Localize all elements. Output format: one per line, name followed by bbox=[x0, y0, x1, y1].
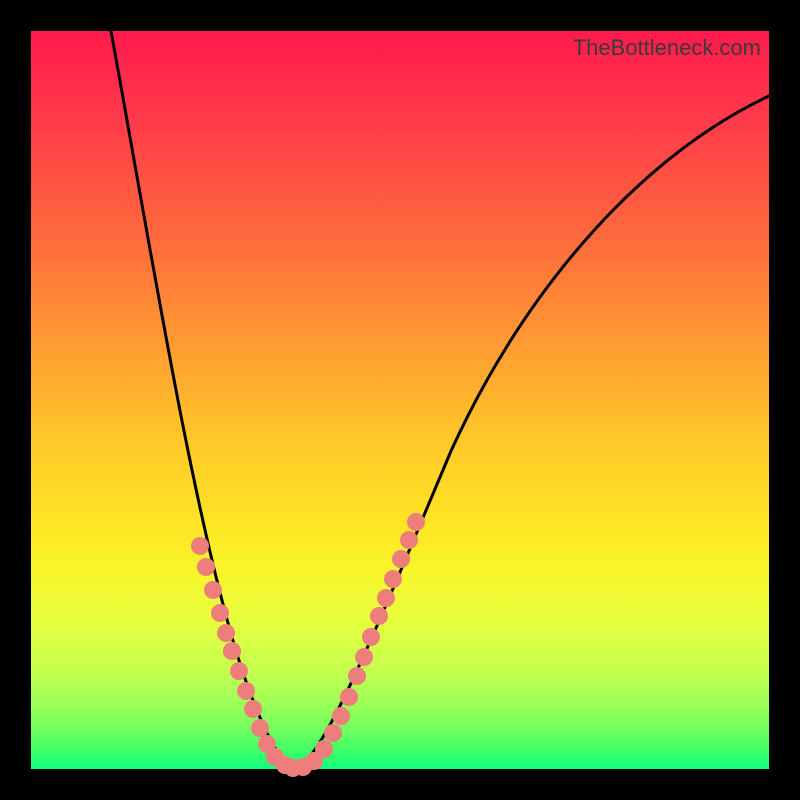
marker-point bbox=[197, 558, 215, 576]
marker-point bbox=[377, 589, 395, 607]
marker-point bbox=[223, 642, 241, 660]
marker-point bbox=[407, 513, 425, 531]
marker-point bbox=[315, 740, 333, 758]
curve-right bbox=[293, 96, 769, 769]
marker-point bbox=[237, 682, 255, 700]
marker-group bbox=[191, 513, 425, 777]
marker-point bbox=[370, 607, 388, 625]
plot-area: TheBottleneck.com bbox=[31, 31, 769, 769]
marker-point bbox=[204, 581, 222, 599]
marker-point bbox=[230, 662, 248, 680]
marker-point bbox=[362, 628, 380, 646]
marker-point bbox=[355, 648, 373, 666]
marker-point bbox=[340, 688, 358, 706]
marker-point bbox=[348, 667, 366, 685]
marker-point bbox=[251, 719, 269, 737]
marker-point bbox=[191, 537, 209, 555]
marker-point bbox=[400, 531, 418, 549]
marker-point bbox=[217, 624, 235, 642]
curve-layer bbox=[31, 31, 769, 769]
marker-point bbox=[244, 700, 262, 718]
marker-point bbox=[324, 724, 342, 742]
marker-point bbox=[211, 604, 229, 622]
marker-point bbox=[392, 550, 410, 568]
marker-point bbox=[384, 570, 402, 588]
marker-point bbox=[332, 707, 350, 725]
curve-left bbox=[111, 31, 293, 769]
chart-stage: TheBottleneck.com bbox=[0, 0, 800, 800]
